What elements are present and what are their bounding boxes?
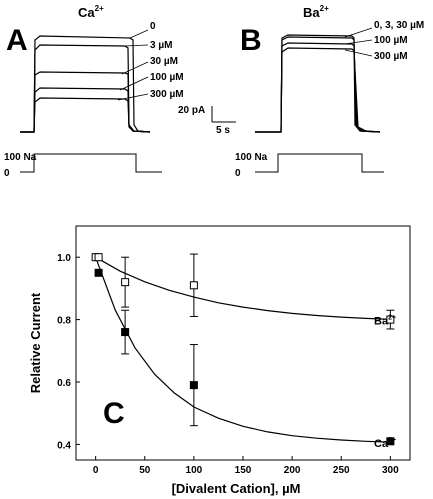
panel-b-trace-label-lines: [344, 27, 373, 57]
error-bars: [121, 253, 395, 427]
ba-data-point: [94, 253, 103, 262]
panel-c-chart: 0 50 100 150 200 250 300 0.4 0.6 0.8 1.0 Ba2+ Ca2+: [57, 225, 411, 476]
panel-b-trace-300um: [255, 47, 381, 133]
x-tick-label: 100: [186, 465, 203, 476]
panel-a-protocol-high: 100 Na: [4, 152, 37, 163]
panel-b-trace-100um: [255, 42, 381, 133]
scale-bar: [211, 106, 236, 123]
panel-b-ion-label: Ba2+: [303, 4, 329, 20]
ba-fit-curve: [95, 256, 391, 320]
scale-bar-current-label: 20 pA: [178, 105, 205, 116]
x-axis-title: [Divalent Cation], µM: [172, 481, 301, 496]
y-tick-label: 0.8: [57, 316, 71, 327]
panel-a-label-100um: 100 µM: [150, 72, 184, 83]
ba-data-point: [121, 278, 130, 287]
ca-data-point: [189, 381, 198, 390]
x-tick-label: 150: [235, 465, 252, 476]
ba-series-label: Ba2+: [374, 314, 396, 327]
ca-series-label: Ca2+: [374, 437, 396, 450]
y-axis-title: Relative Current: [28, 292, 43, 393]
x-axis: 0 50 100 150 200 250 300: [93, 456, 399, 476]
ca-fit-curve: [95, 256, 391, 443]
panel-b-letter: B: [240, 24, 262, 57]
y-tick-label: 1.0: [57, 253, 71, 264]
x-tick-label: 250: [333, 465, 350, 476]
panel-b-protocol-high: 100 Na: [235, 152, 268, 163]
y-tick-label: 0.6: [57, 378, 71, 389]
scale-bar-time-label: 5 s: [216, 125, 230, 136]
data-markers: [91, 253, 395, 446]
ca-data-point: [94, 268, 103, 277]
panel-a-label-30um: 30 µM: [150, 56, 178, 67]
panel-a-label-0: 0: [150, 21, 156, 32]
ca-data-point: [386, 437, 395, 446]
ba-data-point: [189, 281, 198, 290]
panel-a-trace-30um: [20, 71, 151, 133]
panel-b-current-traces: [255, 34, 381, 133]
panel-b-label-100um: 100 µM: [374, 35, 408, 46]
panel-b-trace-0-3-30um-b: [255, 36, 381, 133]
panel-a-trace-label-lines: [117, 29, 149, 101]
panel-a-trace-100um: [20, 87, 151, 133]
ca-data-point: [121, 328, 130, 337]
panel-a-protocol: [20, 153, 162, 173]
x-tick-label: 0: [93, 465, 99, 476]
panel-b-label-0-3-30um: 0, 3, 30 µM: [374, 20, 424, 31]
plot-frame: [75, 225, 411, 461]
y-tick-label: 0.4: [57, 440, 71, 451]
fit-curves: [95, 256, 391, 443]
panel-a-ion-label: Ca2+: [78, 4, 104, 20]
panel-b-trace-0-3-30um: [255, 34, 381, 133]
panel-c-letter: C: [103, 397, 125, 430]
y-axis: 0.4 0.6 0.8 1.0: [57, 253, 80, 451]
panel-b-protocol-low: 0: [235, 168, 241, 179]
panel-b-label-300um: 300 µM: [374, 51, 408, 62]
series-labels: Ba2+ Ca2+: [374, 314, 396, 450]
panel-a-current-traces: [20, 35, 151, 133]
panel-a-label-3um: 3 µM: [150, 40, 172, 51]
panel-b-protocol: [255, 153, 384, 173]
panel-a-trace-0: [20, 35, 151, 133]
panel-a-label-300um: 300 µM: [150, 89, 184, 100]
ba-data-point: [386, 315, 395, 324]
panel-a-protocol-low: 0: [4, 168, 10, 179]
x-tick-label: 50: [139, 465, 151, 476]
x-tick-label: 200: [284, 465, 301, 476]
panel-a-letter: A: [6, 24, 28, 57]
x-tick-label: 300: [382, 465, 399, 476]
